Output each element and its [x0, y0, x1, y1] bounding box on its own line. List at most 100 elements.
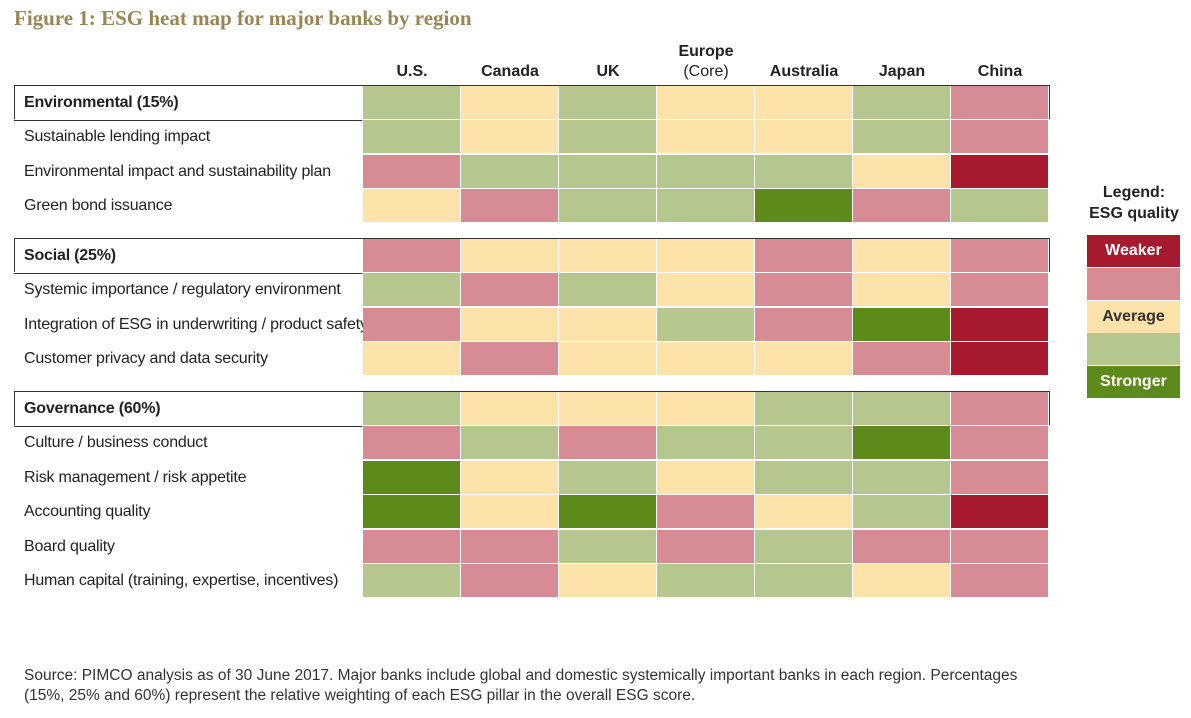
heatmap-cell: [461, 189, 558, 222]
heatmap-cell: [657, 239, 754, 272]
heatmap-cell: [363, 189, 460, 222]
column-header-0: U.S.: [363, 40, 461, 82]
row-label: Human capital (training, expertise, ince…: [24, 572, 339, 589]
pillar-border-right: [1049, 238, 1050, 272]
heatmap-cell: [657, 273, 754, 306]
heatmap-cell: [657, 530, 754, 563]
heatmap-cell: [755, 86, 852, 119]
pillar-border-top: [14, 85, 1050, 86]
heatmap-cell: [363, 342, 460, 375]
column-header-name: China: [977, 63, 1023, 80]
source-note: Source: PIMCO analysis as of 30 June 201…: [24, 667, 1018, 704]
heatmap-cell: [853, 273, 950, 306]
heatmap-cell: [755, 239, 852, 272]
pillar-border-bottom: [14, 426, 362, 427]
heatmap-cell: [559, 273, 656, 306]
heatmap-cell: [755, 426, 852, 459]
heatmap-cell: [559, 239, 656, 272]
legend-item-0: Weaker: [1087, 235, 1180, 267]
row-label: Systemic importance / regulatory environ…: [24, 281, 341, 298]
heatmap-cell: [951, 239, 1048, 272]
pillar-border-left: [14, 85, 15, 119]
heatmap-cell: [951, 495, 1048, 528]
heatmap-cell: [461, 426, 558, 459]
column-header-6: China: [951, 40, 1049, 82]
heatmap-cell: [755, 189, 852, 222]
heatmap-cell: [559, 392, 656, 425]
heatmap-cell: [657, 392, 754, 425]
heatmap-cell: [755, 495, 852, 528]
column-header-4: Australia: [755, 40, 853, 82]
heatmap-cell: [363, 120, 460, 153]
column-header-name: Japan: [878, 63, 926, 80]
heatmap-cell: [853, 189, 950, 222]
heatmap-cell: [559, 155, 656, 188]
pillar-label: Social (25%): [24, 247, 116, 264]
heatmap-cell: [755, 155, 852, 188]
heatmap-cell: [853, 308, 950, 341]
heatmap-cell: [853, 155, 950, 188]
heatmap-cell: [363, 392, 460, 425]
heatmap-cell: [559, 426, 656, 459]
heatmap-cell: [853, 530, 950, 563]
pillar-border-right: [1049, 391, 1050, 425]
heatmap-cell: [363, 273, 460, 306]
heatmap-cell: [461, 564, 558, 597]
heatmap-cell: [853, 239, 950, 272]
heatmap-cell: [657, 86, 754, 119]
legend-item-1: [1087, 268, 1180, 300]
heatmap-cell: [951, 392, 1048, 425]
heatmap-cell: [363, 86, 460, 119]
pillar-border-top: [14, 391, 1050, 392]
heatmap-cell: [951, 564, 1048, 597]
column-header-name: U.S.: [396, 63, 428, 80]
heatmap-cell: [951, 155, 1048, 188]
row-label: Accounting quality: [24, 503, 151, 520]
heatmap-cell: [951, 461, 1048, 494]
column-header-2: UK: [559, 40, 657, 82]
legend-item-4: Stronger: [1087, 366, 1180, 398]
row-label: Board quality: [24, 538, 115, 555]
row-label: Risk management / risk appetite: [24, 469, 247, 486]
pillar-border-top: [14, 238, 1050, 239]
column-header-sub: (Core): [683, 63, 729, 80]
heatmap-cell: [755, 461, 852, 494]
heatmap-cell: [559, 564, 656, 597]
heatmap-cell: [461, 308, 558, 341]
pillar-border-bottom: [14, 273, 362, 274]
heatmap-cell: [363, 530, 460, 563]
heatmap-cell: [853, 120, 950, 153]
chart-title: Figure 1: ESG heat map for major banks b…: [14, 6, 472, 30]
heatmap-cell: [461, 461, 558, 494]
pillar-border-bottom: [14, 120, 362, 121]
heatmap-cell: [853, 495, 950, 528]
heatmap-cell: [755, 273, 852, 306]
legend-item-3: [1087, 333, 1180, 365]
pillar-label: Environmental (15%): [24, 94, 179, 111]
row-label: Sustainable lending impact: [24, 128, 211, 145]
heatmap-cell: [657, 461, 754, 494]
heatmap-cell: [951, 273, 1048, 306]
column-header-5: Japan: [853, 40, 951, 82]
heatmap-cell: [657, 155, 754, 188]
column-header-name: UK: [596, 63, 620, 80]
heatmap-cell: [461, 495, 558, 528]
heatmap-cell: [461, 530, 558, 563]
heatmap-cell: [363, 461, 460, 494]
heatmap-cell: [853, 342, 950, 375]
heatmap-cell: [461, 86, 558, 119]
column-header-3: Europe (Core): [657, 40, 755, 82]
heatmap-cell: [363, 308, 460, 341]
heatmap-cell: [363, 426, 460, 459]
row-label: Environmental impact and sustainability …: [24, 163, 331, 180]
heatmap-cell: [951, 342, 1048, 375]
heatmap-cell: [559, 461, 656, 494]
heatmap-cell: [461, 155, 558, 188]
heatmap-cell: [755, 342, 852, 375]
heatmap-cell: [657, 564, 754, 597]
heatmap-cell: [853, 461, 950, 494]
heatmap-cell: [461, 273, 558, 306]
pillar-border-left: [14, 238, 15, 272]
heatmap-cell: [951, 530, 1048, 563]
legend-title: Legend: ESG quality: [1084, 182, 1184, 224]
